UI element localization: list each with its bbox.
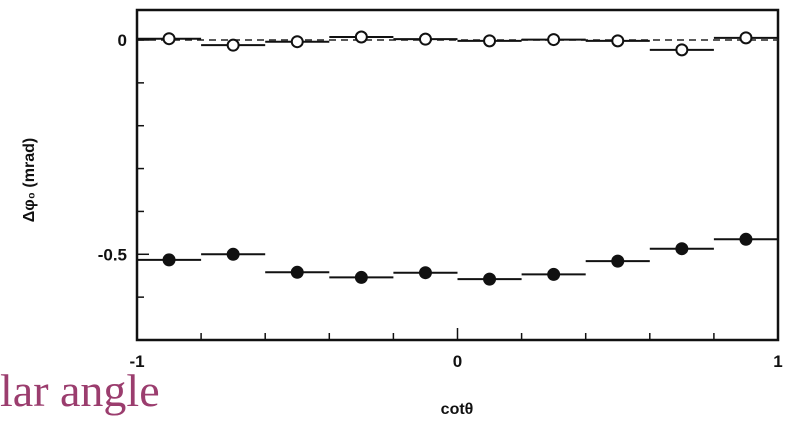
open-marker <box>739 31 753 45</box>
open-marker <box>418 32 432 46</box>
x-tick-label: 0 <box>453 352 462 371</box>
filled-marker <box>547 267 561 281</box>
filled-marker <box>162 253 176 267</box>
open-marker <box>226 38 240 52</box>
open-marker <box>354 30 368 44</box>
open-marker <box>611 34 625 48</box>
open-marker <box>547 33 561 47</box>
x-axis-label: cotθ <box>441 401 474 418</box>
open-marker <box>162 32 176 46</box>
open-marker <box>675 43 689 57</box>
filled-marker <box>226 247 240 261</box>
filled-marker <box>675 242 689 256</box>
open-marker <box>483 34 497 48</box>
filled-marker <box>418 266 432 280</box>
filled-marker <box>354 270 368 284</box>
y-tick-label: 0 <box>118 31 127 50</box>
filled-marker <box>611 254 625 268</box>
filled-marker <box>483 272 497 286</box>
filled-marker <box>290 265 304 279</box>
filled-marker <box>739 232 753 246</box>
x-tick-label: 1 <box>773 352 782 371</box>
plot-frame <box>135 8 780 342</box>
x-tick-label: -1 <box>129 352 144 371</box>
y-tick-label: -0.5 <box>98 245 127 264</box>
y-axis-label: Δφ₀ (mrad) <box>21 138 38 222</box>
open-marker <box>290 35 304 49</box>
caption-fragment: lar angle <box>0 365 160 416</box>
